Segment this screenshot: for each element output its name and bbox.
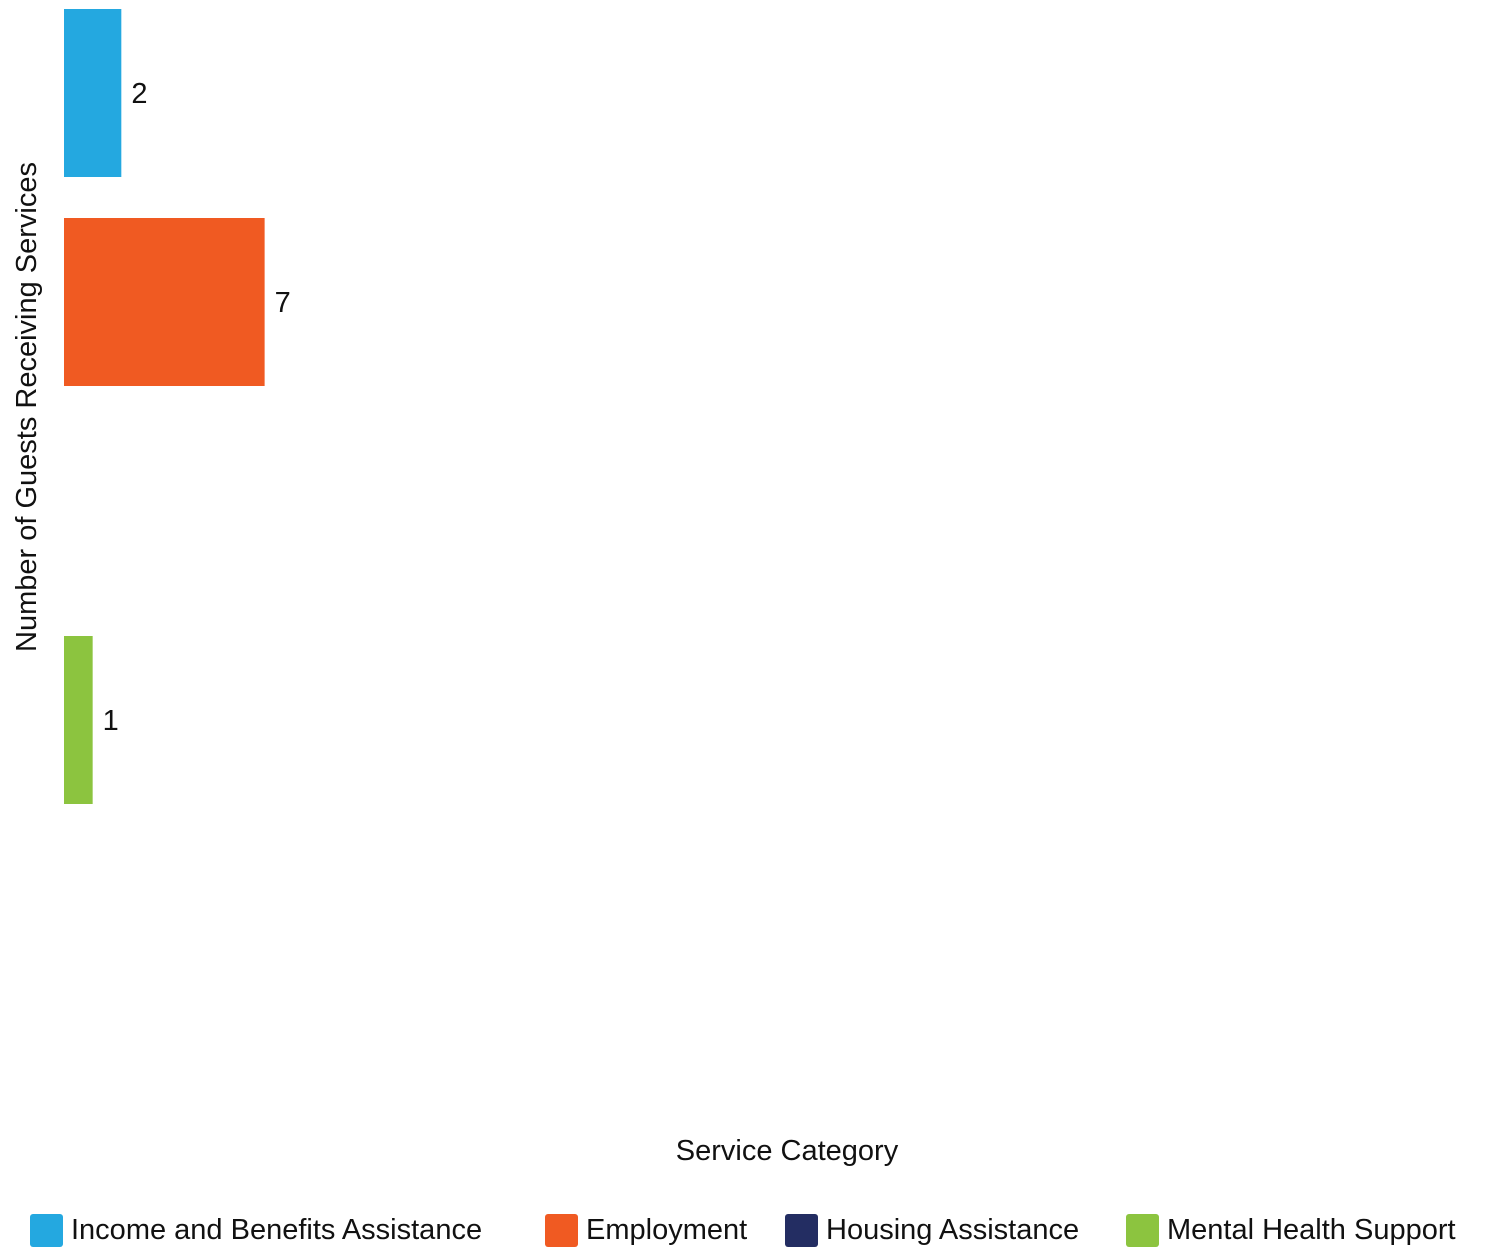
bar-employment [64, 218, 265, 386]
data-labels-group: 2 7 1 [103, 78, 291, 737]
data-label-income-benefits: 2 [131, 78, 147, 110]
legend-swatch-housing [785, 1213, 818, 1247]
bars-group [64, 9, 265, 804]
bar-chart: 271 Number of Guests Receiving Services … [11, 9, 899, 1167]
data-label-employment: 7 [275, 287, 291, 319]
legend: Income and Benefits Assistance Employmen… [0, 1212, 1507, 1248]
legend-swatch-mental-health [1126, 1213, 1159, 1247]
data-label-mental-health: 1 [103, 705, 119, 737]
y-axis-title: Number of Guests Receiving Services [11, 162, 43, 652]
legend-item-employment[interactable]: Employment [545, 1212, 747, 1248]
bar-income-benefits [64, 9, 122, 177]
legend-swatch-income-benefits [30, 1213, 63, 1247]
legend-item-mental-health[interactable]: Mental Health Support [1126, 1212, 1456, 1248]
legend-label-mental-health: Mental Health Support [1167, 1213, 1456, 1246]
legend-label-employment: Employment [586, 1213, 748, 1246]
legend-item-housing[interactable]: Housing Assistance [785, 1212, 1079, 1248]
bar-mental-health [64, 636, 93, 804]
legend-label-income-benefits: Income and Benefits Assistance [71, 1213, 483, 1246]
x-axis-title: Service Category [676, 1135, 899, 1167]
legend-label-housing: Housing Assistance [826, 1213, 1080, 1246]
legend-swatch-employment [545, 1213, 578, 1247]
legend-item-income-benefits[interactable]: Income and Benefits Assistance [30, 1212, 482, 1248]
